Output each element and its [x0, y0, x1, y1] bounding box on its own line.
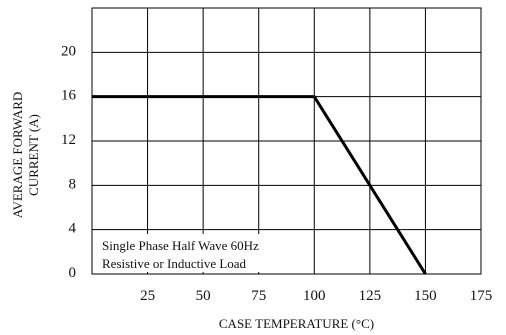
- y-tick-label: 20: [61, 43, 76, 59]
- annotation-box: Single Phase Half Wave 60Hz Resistive or…: [94, 234, 299, 272]
- y-tick-label: 16: [61, 88, 77, 104]
- y-tick-label: 0: [69, 265, 77, 281]
- y-tick-label: 12: [61, 132, 76, 148]
- y-tick-label: 8: [69, 176, 77, 192]
- horizontal-gridlines: [92, 51, 481, 231]
- derating-curve: [92, 95, 427, 275]
- x-tick-label: 75: [251, 288, 266, 304]
- annotation-line-2: Resistive or Inductive Load: [102, 256, 247, 271]
- x-tick-labels: 25 50 75 100 125 150 175: [140, 288, 492, 304]
- x-tick-label: 100: [303, 288, 326, 304]
- y-tick-label: 4: [69, 221, 77, 237]
- x-tick-label: 25: [140, 288, 155, 304]
- x-tick-label: 50: [196, 288, 211, 304]
- y-tick-labels: 0 4 8 12 16 20: [61, 43, 77, 281]
- y-axis-title: AVERAGE FORWARD CURRENT (A): [10, 92, 41, 219]
- x-tick-label: 175: [470, 288, 493, 304]
- annotation-line-1: Single Phase Half Wave 60Hz: [102, 238, 259, 253]
- y-axis-title-line-2: CURRENT (A): [26, 114, 41, 196]
- x-tick-label: 125: [359, 288, 382, 304]
- plot-frame: [91, 7, 482, 275]
- x-tick-label: 150: [414, 288, 437, 304]
- y-axis-title-line-1: AVERAGE FORWARD: [10, 92, 25, 219]
- x-axis-title: CASE TEMPERATURE (°C): [219, 316, 374, 331]
- annotation-background: [94, 234, 299, 272]
